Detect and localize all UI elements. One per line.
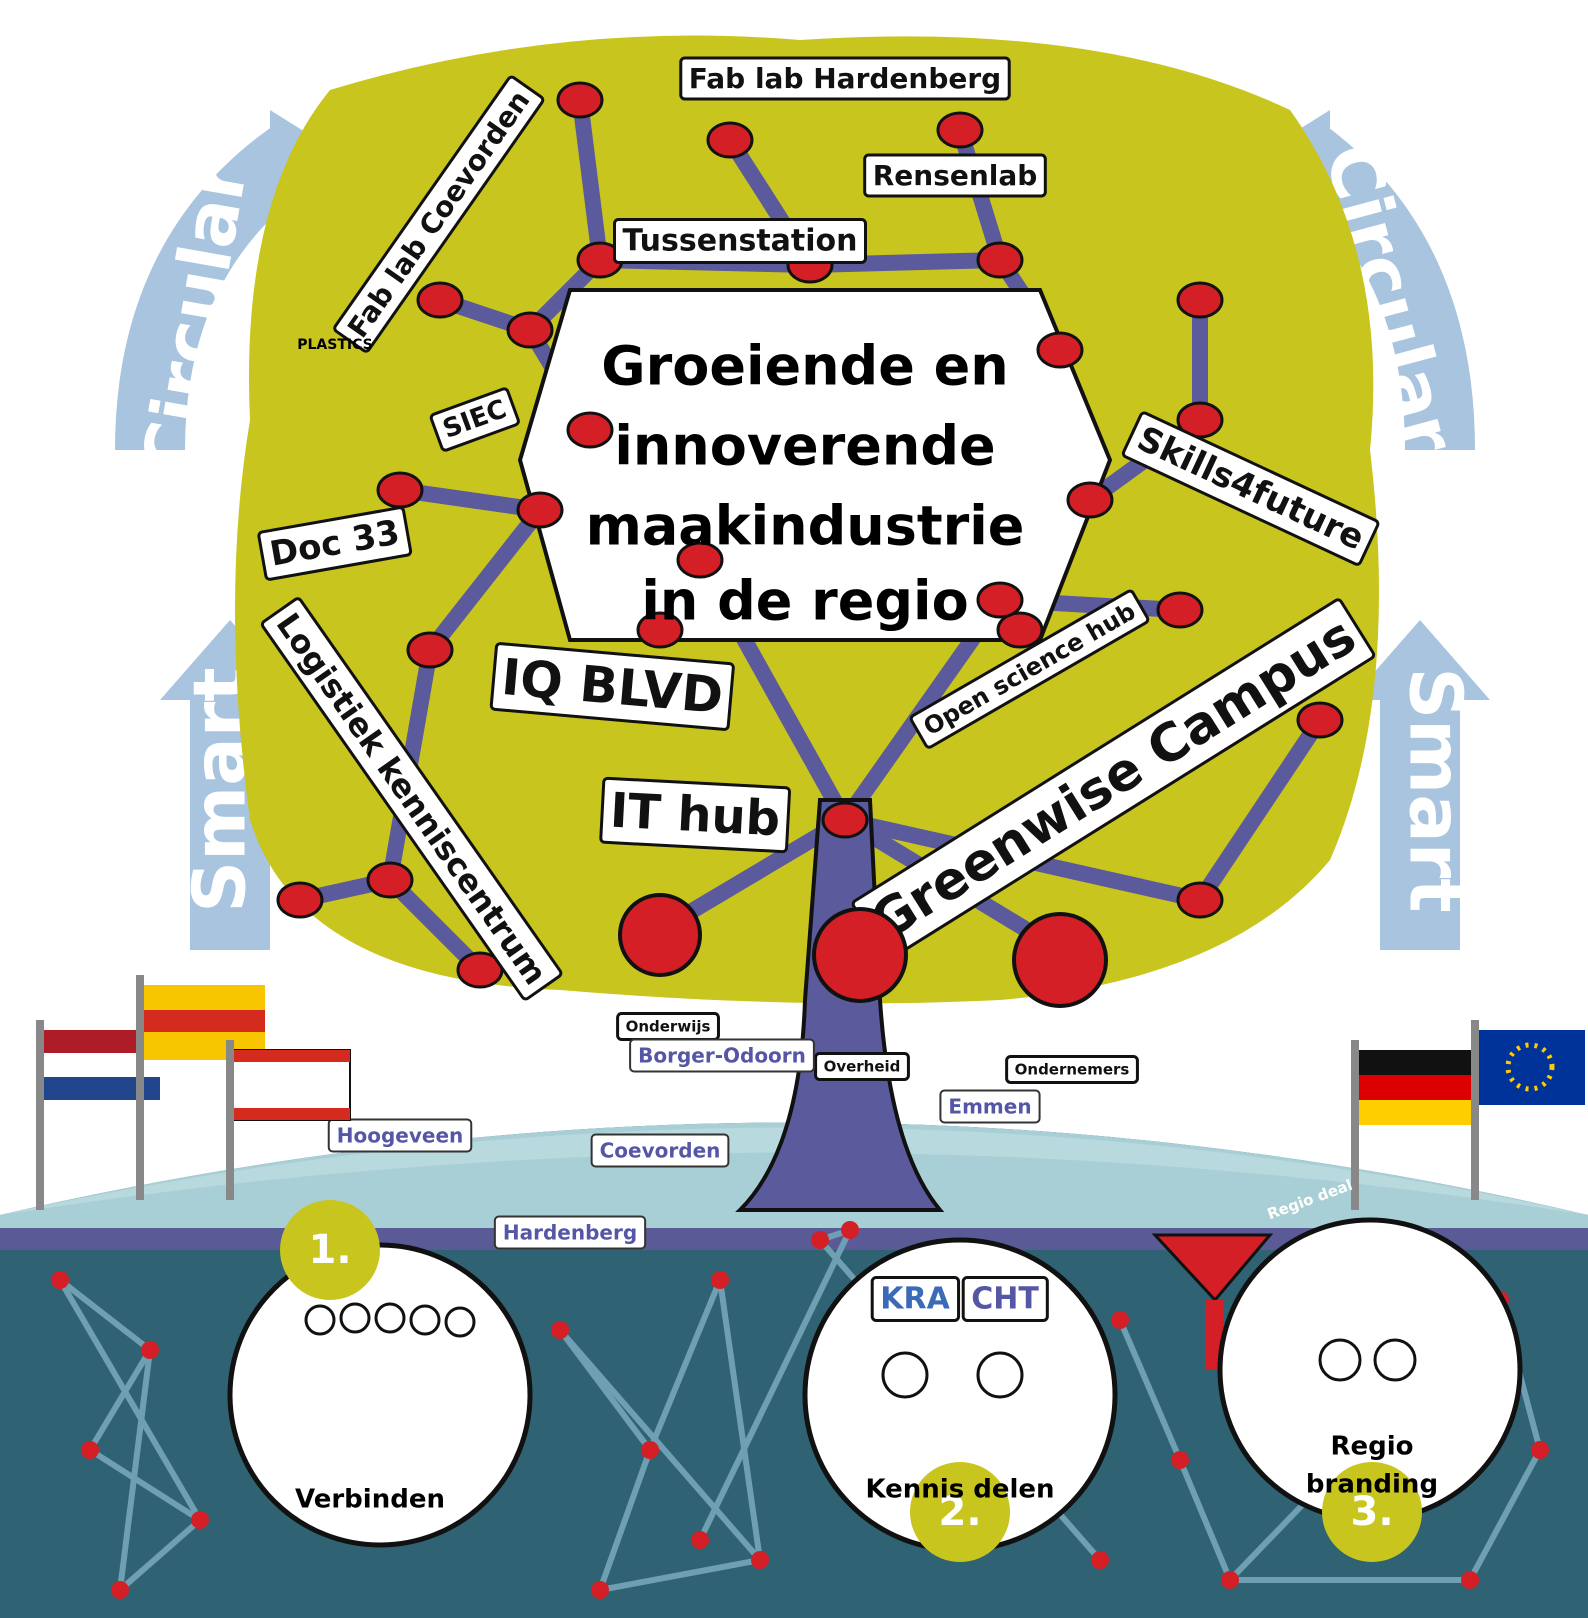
label: Coevorden [600,1139,721,1163]
root-node [191,1511,209,1529]
place-label: Hardenberg [495,1217,645,1249]
speech-bubble: KRA [872,1278,958,1321]
label: KRA [880,1282,950,1317]
page: Circular Smart Circular Smart Groeiende … [0,0,1588,1618]
hub-label: Tussenstation [615,220,866,263]
node [518,493,562,527]
root-node [1461,1571,1479,1589]
root-node [591,1581,609,1599]
node [978,243,1022,277]
place-label: Borger-Odoorn [630,1040,814,1072]
pillar-label: Overheid [816,1054,909,1080]
label: Overheid [824,1058,901,1076]
pillar-icon [620,895,700,975]
node [823,803,867,837]
label: Ondernemers [1015,1061,1130,1079]
center-title: innoverende [614,415,995,478]
node [1068,483,1112,517]
pillar-label: Ondernemers [1007,1057,1138,1083]
root-node [1531,1441,1549,1459]
place-label: Emmen [940,1091,1039,1123]
center-title: maakindustrie [586,495,1025,558]
root-node [691,1531,709,1549]
node [1178,283,1222,317]
hub-label: Fab lab Hardenberg [681,58,1009,99]
root-node [841,1221,859,1239]
place-label: Hoogeveen [329,1120,472,1152]
label: IT hub [609,783,782,848]
center-title: Groeiende en [601,335,1008,398]
pillar-label: Onderwijs [618,1014,719,1040]
hub-label: IT hub [601,778,790,852]
sketch-text: PLASTICS [297,337,372,353]
label: Tussenstation [623,224,858,259]
center-title: in de regio [641,570,968,633]
root-node [81,1441,99,1459]
label: Emmen [948,1095,1031,1119]
node [278,883,322,917]
illustration: Circular Smart Circular Smart Groeiende … [0,0,1588,1618]
node [938,113,982,147]
label: Hardenberg [503,1221,637,1245]
node [708,123,752,157]
step-label: Verbinden [295,1485,445,1515]
root-node [51,1271,69,1289]
node [1298,703,1342,737]
node [558,83,602,117]
arrow-label: Smart [1393,667,1477,912]
root-node [1171,1451,1189,1469]
root-node [751,1551,769,1569]
root-node [111,1581,129,1599]
node [1158,593,1202,627]
node [508,313,552,347]
root-node [1111,1311,1129,1329]
root-node [811,1231,829,1249]
root-node [551,1321,569,1339]
label: CHT [971,1282,1039,1317]
label: Rensenlab [873,159,1038,192]
node [378,473,422,507]
label: Borger-Odoorn [638,1044,806,1068]
pillar-icon [814,909,906,1001]
node [418,283,462,317]
step-label: Regio [1330,1432,1413,1462]
label: Hoogeveen [337,1124,464,1148]
label: Onderwijs [626,1018,711,1036]
place-label: Coevorden [592,1135,729,1167]
node [1038,333,1082,367]
step-label: Kennis delen [865,1475,1054,1505]
root-node [1221,1571,1239,1589]
root-node [141,1341,159,1359]
node [368,863,412,897]
step-number: 1. [308,1227,351,1273]
speech-bubble: CHT [963,1278,1047,1321]
root-node [641,1441,659,1459]
step-label: branding [1306,1470,1438,1500]
node [408,633,452,667]
hub-label: Rensenlab [865,155,1046,196]
node [1178,883,1222,917]
node [568,413,612,447]
root-node [711,1271,729,1289]
pillar-icon [1014,914,1106,1006]
root-node [1091,1551,1109,1569]
node [978,583,1022,617]
label: Fab lab Hardenberg [689,62,1001,95]
